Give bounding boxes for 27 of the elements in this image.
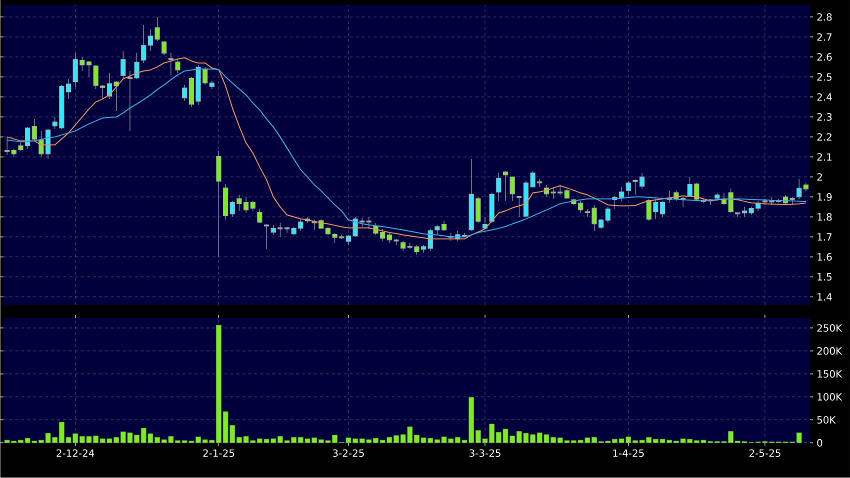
- y-tick-label: 100K: [818, 393, 842, 401]
- x-tick-label: 3-2-25: [332, 449, 364, 457]
- x-tick-label: 3-3-25: [470, 449, 500, 457]
- x-tick-label: 1-4-25: [613, 449, 644, 457]
- y-tick-label: 200K: [817, 347, 842, 355]
- y-tick-label: 1.8: [818, 213, 832, 221]
- y-tick-label: 0: [817, 439, 822, 447]
- y-tick-label: 2.8: [817, 13, 832, 21]
- y-tick-label: 2.3: [817, 113, 832, 121]
- y-tick-label: 1.4: [818, 293, 832, 301]
- x-tick-label: 2-1-25: [203, 449, 234, 457]
- y-tick-label: 1.9: [818, 193, 832, 201]
- y-tick-label: 50K: [817, 416, 836, 424]
- y-tick-label: 2.1: [817, 153, 832, 161]
- y-tick-label: 2.4: [817, 93, 832, 101]
- y-tick-label: 1.5: [818, 273, 832, 281]
- y-tick-label: 2.5: [817, 73, 832, 81]
- y-tick-label: 2.7: [817, 33, 832, 41]
- y-tick-label: 1.7: [818, 233, 832, 241]
- y-tick-label: 150K: [818, 370, 842, 378]
- y-tick-label: 1.6: [818, 253, 832, 261]
- y-tick-label: 2.6: [817, 53, 832, 61]
- x-tick-label: 2-12-24: [56, 449, 94, 457]
- y-tick-label: 2.2: [817, 133, 832, 141]
- y-tick-label: 250K: [817, 324, 842, 332]
- x-tick-label: 2-5-25: [749, 449, 780, 457]
- y-tick-label: 2: [817, 173, 822, 181]
